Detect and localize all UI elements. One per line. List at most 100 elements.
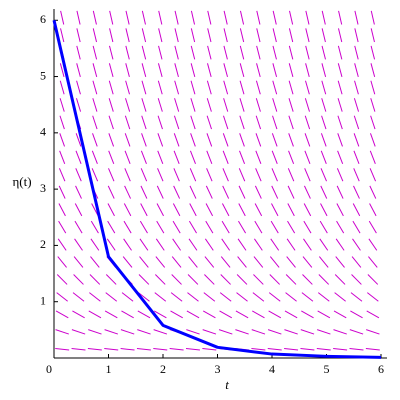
field-dash (123, 238, 132, 251)
field-dash (367, 274, 379, 285)
x-tick-label: 6 (378, 362, 384, 376)
field-dash (223, 45, 228, 60)
x-tick-label: 5 (324, 362, 330, 376)
field-dash (109, 10, 114, 25)
field-dash (75, 98, 82, 112)
field-dash (157, 150, 164, 165)
field-dash (153, 329, 168, 335)
field-dash (207, 63, 212, 77)
field-dash (354, 45, 359, 60)
field-dash (171, 274, 182, 285)
field-dash (202, 310, 216, 319)
field-dash (321, 80, 327, 95)
field-dash (55, 310, 69, 319)
field-dash (204, 238, 214, 251)
field-dash (368, 220, 377, 234)
field-dash (190, 115, 196, 130)
field-dash (205, 185, 213, 199)
field-dash (123, 203, 132, 217)
field-dash (108, 150, 115, 165)
field-dash (202, 329, 217, 335)
field-dash (141, 133, 147, 147)
y-tick-label: 5 (40, 68, 46, 82)
field-dash (365, 347, 380, 351)
field-dash (92, 28, 98, 43)
y-tick-label: 3 (40, 181, 46, 195)
field-dash (73, 256, 84, 268)
field-dash (56, 274, 68, 285)
field-dash (337, 115, 343, 130)
field-dash (108, 63, 114, 77)
field-dash (286, 256, 296, 268)
field-dash (121, 310, 134, 319)
field-dash (337, 63, 343, 77)
field-dash (235, 329, 249, 335)
field-dash (251, 329, 266, 335)
field-dash (352, 238, 361, 251)
field-dash (302, 274, 313, 285)
field-dash (140, 168, 148, 182)
field-dash (239, 28, 245, 43)
field-dash (349, 347, 364, 351)
field-dash (190, 63, 196, 77)
field-dash (366, 310, 380, 319)
field-dash (287, 185, 295, 199)
field-dash (238, 203, 246, 217)
field-dash (125, 63, 130, 77)
field-dash (321, 28, 326, 43)
field-dash (75, 185, 82, 199)
field-dash (60, 28, 65, 43)
field-dash (369, 168, 377, 182)
field-dash (287, 168, 295, 182)
field-dash (124, 133, 131, 147)
field-dash (71, 329, 86, 335)
field-dash (138, 274, 150, 285)
field-dash (333, 310, 347, 319)
field-dash (336, 203, 344, 217)
field-dash (350, 310, 363, 319)
field-dash (320, 150, 327, 165)
field-dash (336, 185, 344, 199)
field-dash (120, 347, 135, 351)
field-dash (136, 347, 151, 351)
x-tick-label: 4 (269, 362, 275, 376)
field-dash (239, 115, 245, 130)
field-dash (236, 274, 248, 285)
field-dash (316, 329, 331, 335)
field-dash (90, 220, 99, 234)
field-dash (140, 203, 148, 217)
field-dash (337, 98, 343, 112)
field-dash (204, 274, 215, 285)
field-dash (272, 98, 278, 112)
field-dash (91, 150, 98, 165)
field-dash (157, 98, 163, 112)
field-dash (288, 115, 294, 130)
field-dash (285, 292, 297, 302)
field-dash (223, 63, 228, 77)
field-dash (370, 45, 376, 60)
field-dash (174, 80, 180, 95)
field-dash (272, 10, 277, 25)
field-dash (349, 329, 364, 335)
field-dash (301, 310, 314, 319)
field-dash (75, 168, 82, 182)
field-dash (58, 220, 67, 234)
field-dash (316, 347, 331, 351)
field-dash (123, 220, 132, 234)
field-dash (89, 274, 101, 285)
field-dash (206, 80, 212, 95)
field-dash (153, 310, 167, 319)
field-dash (354, 80, 359, 95)
field-dash (271, 168, 278, 182)
field-dash (236, 292, 248, 302)
field-dash (288, 133, 294, 147)
field-dash (334, 292, 346, 302)
field-dash (125, 80, 130, 95)
field-dash (370, 63, 376, 77)
field-dash (92, 10, 97, 25)
field-dash (172, 220, 181, 234)
field-dash (239, 150, 246, 165)
field-dash (172, 203, 181, 217)
field-dash (171, 256, 182, 268)
